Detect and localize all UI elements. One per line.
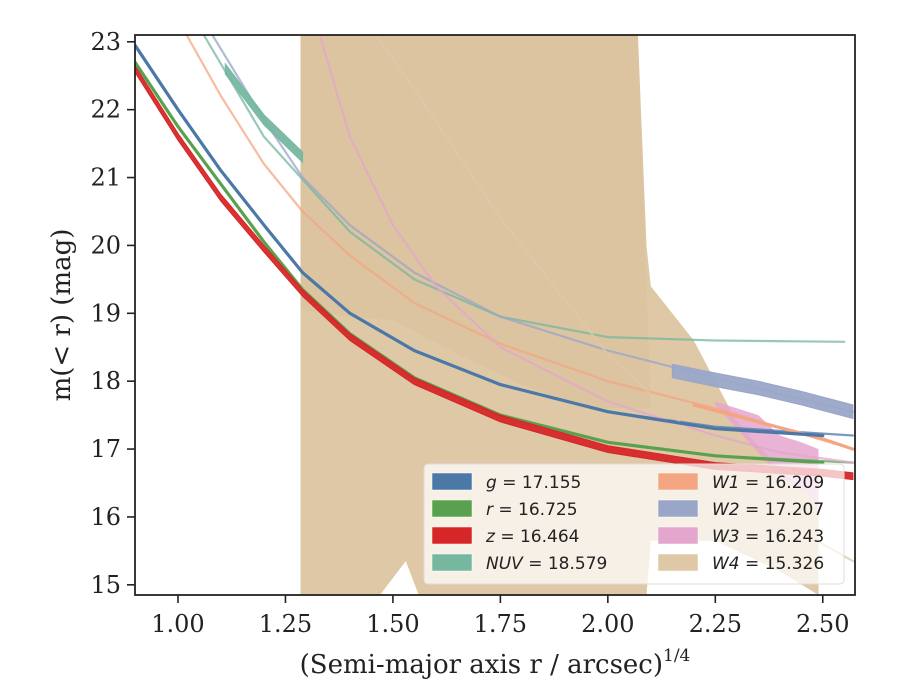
y-tick-label: 16 [90,503,121,531]
y-tick-label: 20 [90,231,121,259]
model-curve-nuv [202,35,846,343]
profile-band-nuv [224,62,304,164]
legend-label-g: g = 17.155 [486,473,581,493]
x-tick-label: 1.25 [259,610,312,638]
legend-swatch-nuv [431,553,473,572]
legend-swatch-g [431,472,473,491]
legend-swatch-w1 [657,472,699,491]
x-tick-label: 1.50 [366,610,419,638]
legend-swatch-w3 [657,526,699,545]
band-w4-inner [300,35,651,409]
x-tick-label: 2.50 [796,610,849,638]
x-axis-label: (Semi-major axis r / arcsec)1/4 [300,646,691,680]
x-axis-label-main: (Semi-major axis r / arcsec) [300,650,663,680]
model-curve-w3 [318,35,854,464]
model-curve-w1 [185,35,854,451]
y-tick-label: 18 [90,367,121,395]
legend-label-nuv: NUV = 18.579 [486,554,607,574]
legend-label-w4: W4 = 15.326 [712,554,824,574]
legend-swatch-w4 [657,553,699,572]
legend-label-r: r = 16.725 [486,500,578,520]
legend-label-w1: W1 = 16.209 [712,473,824,493]
lines-layer [135,35,855,563]
legend-swatch-r [431,499,473,518]
band-w4 [300,35,819,595]
y-axis-ticks: 15 16 17 18 19 20 21 22 23 [90,28,135,599]
legend-box [423,463,845,585]
legend: g = 17.155 r = 16.725 z = 16.464 NUV = 18.5… [423,463,845,585]
legend-label-w2: W2 = 17.207 [712,500,824,520]
x-axis-ticks: 1.00 1.25 1.50 1.75 2.00 2.25 2.50 [151,595,849,638]
x-tick-label: 2.25 [689,610,742,638]
legend-label-z: z = 16.464 [485,527,579,547]
x-axis-label-superscript: 1/4 [663,646,690,666]
legend-swatch-z [431,526,473,545]
y-tick-label: 22 [90,96,121,124]
legend-label-w3: W3 = 16.243 [712,527,824,547]
legend-swatch-w2 [657,499,699,518]
x-tick-label: 1.00 [151,610,204,638]
y-tick-label: 19 [90,299,121,327]
profile-line-g [135,43,825,438]
profile-band-w2 [671,363,854,420]
y-tick-label: 23 [90,28,121,56]
y-axis-label: m(< r) (mag) [47,229,77,402]
x-tick-label: 1.75 [474,610,527,638]
x-tick-label: 2.00 [581,610,634,638]
plot-frame [134,34,856,596]
y-tick-label: 21 [90,164,121,192]
profile-line-w1 [692,403,855,451]
y-tick-label: 17 [90,435,121,463]
y-tick-label: 15 [90,571,121,599]
profile-band-z [135,64,854,481]
